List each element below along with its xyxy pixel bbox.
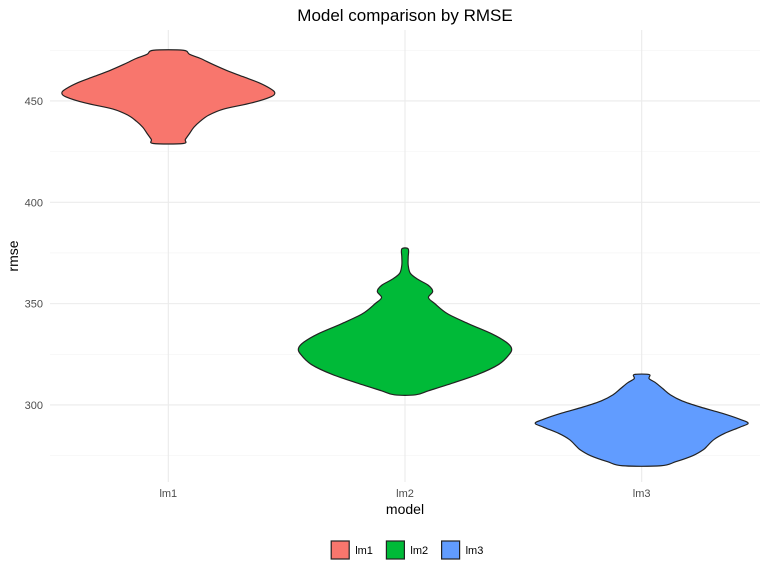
legend-label-lm2: lm2 — [410, 545, 428, 557]
legend-key-lm3 — [441, 540, 461, 560]
violin-lm2 — [297, 247, 513, 396]
x-axis-title: model — [386, 501, 424, 517]
legend: lm1 lm2 lm3 — [330, 540, 484, 560]
violin-lm1 — [61, 49, 276, 145]
legend-key-lm1 — [330, 540, 350, 560]
y-tick-label: 300 — [25, 400, 43, 412]
legend-key-lm2 — [385, 540, 405, 560]
chart-title: Model comparison by RMSE — [297, 6, 512, 25]
violins — [61, 49, 749, 467]
y-tick-label: 400 — [25, 197, 43, 209]
violin-lm3 — [534, 373, 749, 467]
x-tick-label: lm1 — [159, 488, 177, 500]
x-axis-ticks: lm1 lm2 lm3 — [159, 488, 650, 500]
y-tick-label: 450 — [25, 96, 43, 108]
legend-label-lm1: lm1 — [355, 545, 373, 557]
x-tick-label: lm2 — [396, 488, 414, 500]
y-axis-ticks: 300 350 400 450 — [25, 96, 43, 412]
legend-label-lm3: lm3 — [466, 545, 484, 557]
y-axis-title: rmse — [5, 240, 21, 271]
x-tick-label: lm3 — [633, 488, 651, 500]
y-tick-label: 350 — [25, 299, 43, 311]
